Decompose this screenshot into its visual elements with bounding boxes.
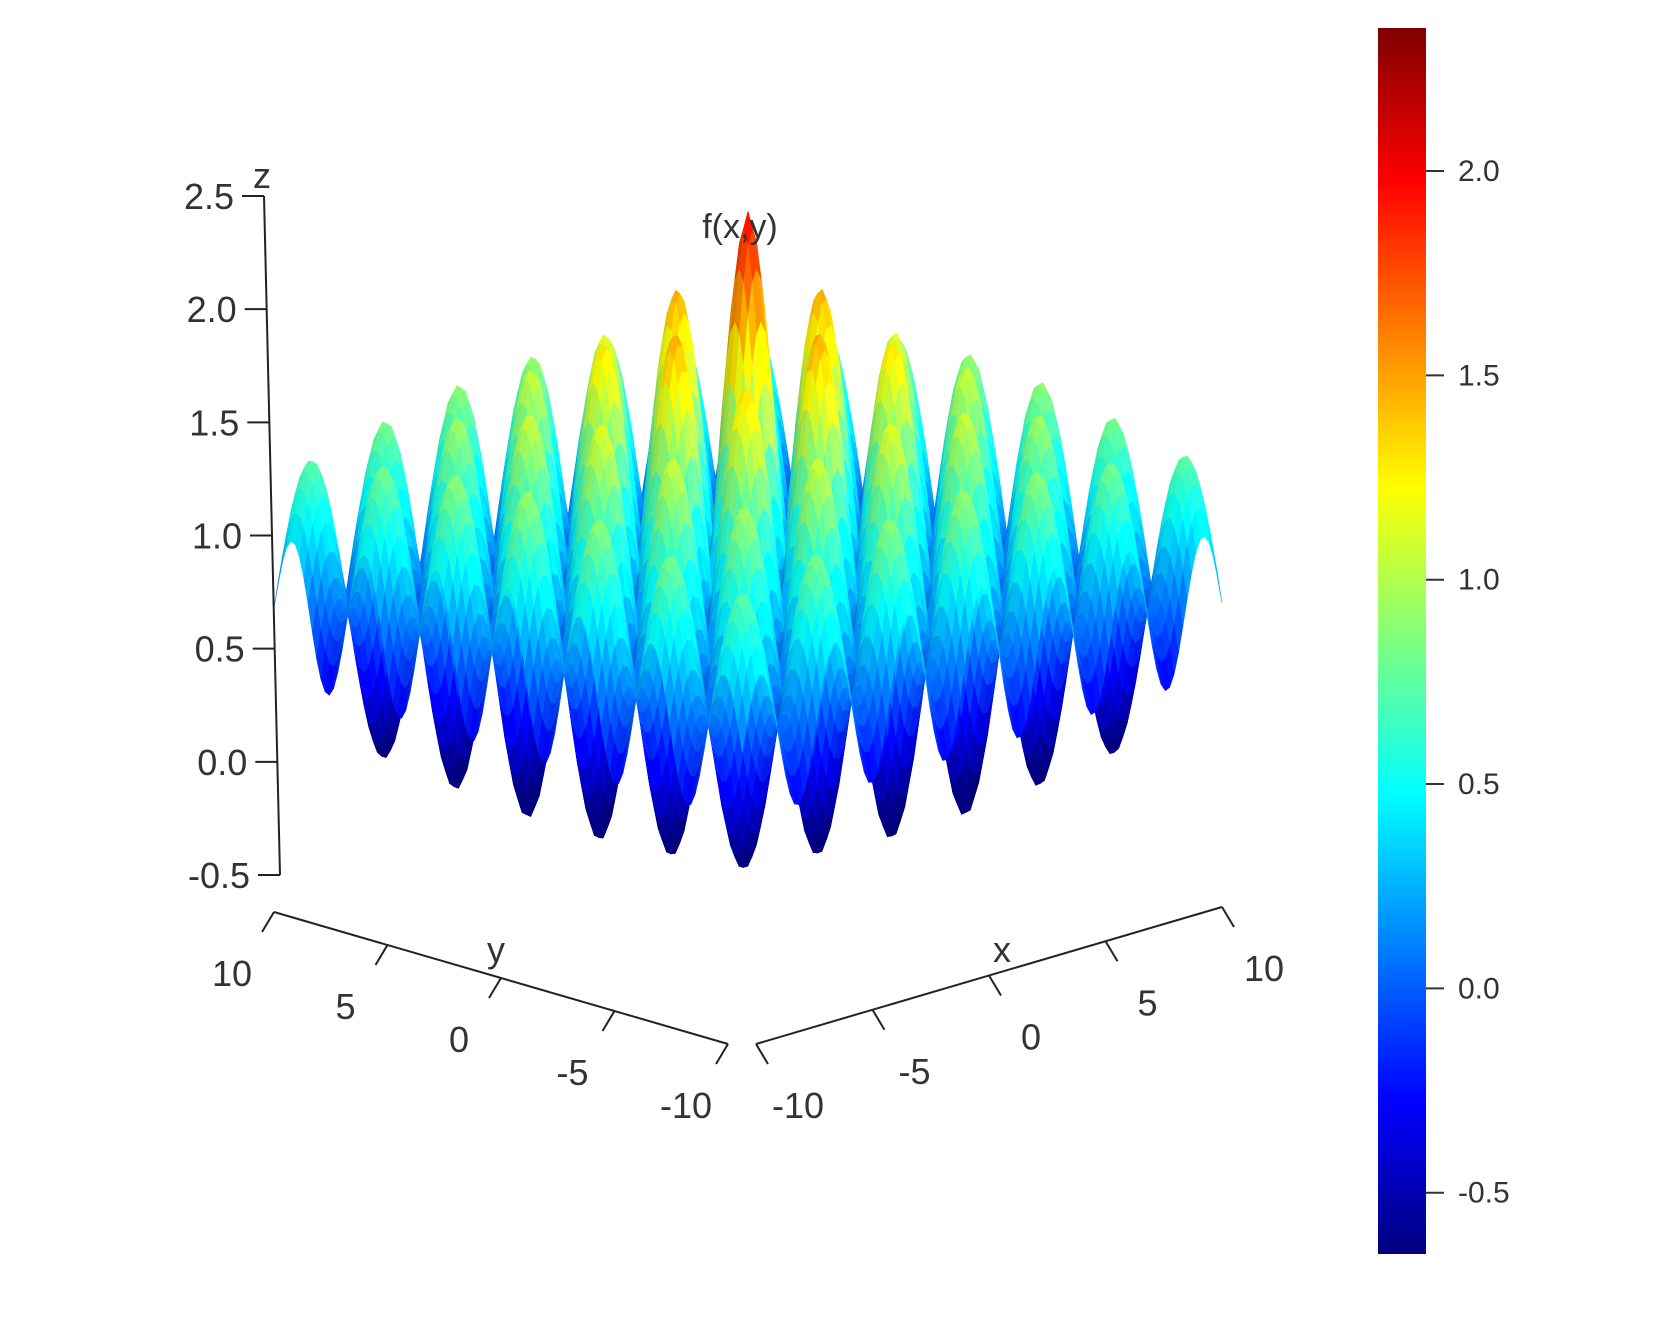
z-tick-label: 1.5 [189,402,239,443]
z-tick-label: 0.5 [195,629,245,670]
y-tick [261,911,275,933]
z-tick-label: 2.0 [187,289,237,330]
colorbar: 2.0 1.5 1.0 0.5 0.0 -0.5 [1378,28,1510,1254]
chart-title: f(x,y) [702,208,778,246]
y-tick [488,977,502,999]
x-tick [1221,906,1235,928]
z-tick-label: -0.5 [188,855,250,896]
x-axis-label: x [993,929,1011,970]
z-tick-label: 0.0 [197,742,247,783]
x-tick-label: 5 [1137,982,1157,1023]
y-tick-label: -10 [660,1085,712,1126]
y-tick [374,944,389,966]
x-tick-label: -10 [772,1085,824,1126]
colorbar-tick-label: -0.5 [1458,1177,1510,1210]
colorbar-tick-label: 0.0 [1458,972,1500,1005]
x-tick [988,974,1002,997]
x-tick-label: -5 [898,1051,930,1092]
colorbar-gradient [1378,28,1426,1254]
colorbar-tick-label: 1.0 [1458,564,1500,597]
y-tick [601,1010,616,1032]
axes: -10 -5 0 5 10 10 5 0 -5 -10 x y 2.5 2.0 1.5 1.0 0.5 0.0 -0… [184,155,1284,1126]
y-tick [715,1043,729,1065]
surface-mesh [273,210,1223,869]
colorbar-tick-label: 0.5 [1458,768,1500,801]
x-tick-label: 10 [1244,948,1284,989]
y-tick-label: -5 [556,1052,588,1093]
y-tick-label: 0 [449,1019,469,1060]
x-tick [755,1043,769,1065]
z-tick-label: 1.0 [192,516,242,557]
x-tick [871,1009,886,1031]
y-tick-label: 10 [212,953,252,994]
y-axis-label: y [487,929,505,970]
z-axis-label: z [253,155,271,196]
x-tick [1104,940,1119,962]
x-tick-label: 0 [1021,1017,1041,1058]
z-tick-label: 2.5 [184,176,234,217]
colorbar-tick-label: 2.0 [1458,155,1500,188]
y-tick-label: 5 [335,986,355,1027]
colorbar-tick-label: 1.5 [1458,359,1500,392]
